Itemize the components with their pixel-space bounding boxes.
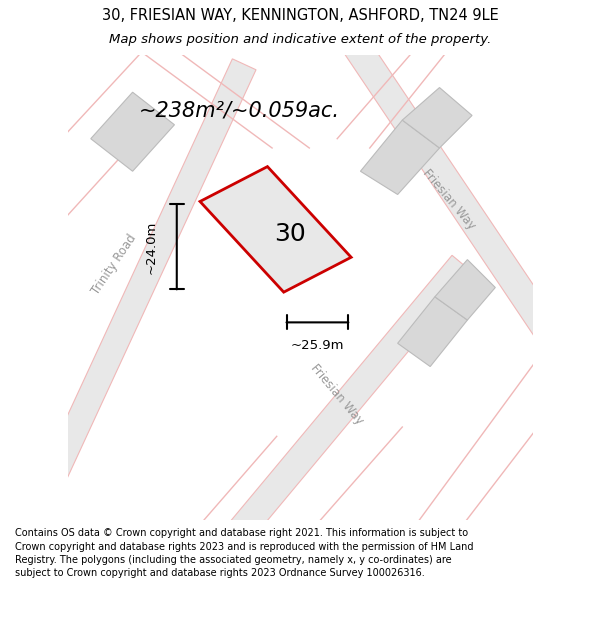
Polygon shape xyxy=(335,24,568,351)
Text: Friesian Way: Friesian Way xyxy=(420,166,478,232)
Text: ~24.0m: ~24.0m xyxy=(145,220,158,274)
Text: ~25.9m: ~25.9m xyxy=(290,339,344,352)
Polygon shape xyxy=(32,59,256,503)
Polygon shape xyxy=(435,259,496,320)
Text: ~238m²/~0.059ac.: ~238m²/~0.059ac. xyxy=(139,101,340,121)
Text: 30: 30 xyxy=(274,222,305,246)
Text: Friesian Way: Friesian Way xyxy=(308,362,366,427)
Text: Contains OS data © Crown copyright and database right 2021. This information is : Contains OS data © Crown copyright and d… xyxy=(15,528,473,578)
Polygon shape xyxy=(361,120,439,194)
Polygon shape xyxy=(403,88,472,148)
Text: Trinity Road: Trinity Road xyxy=(89,232,139,297)
Polygon shape xyxy=(200,167,351,292)
Text: 30, FRIESIAN WAY, KENNINGTON, ASHFORD, TN24 9LE: 30, FRIESIAN WAY, KENNINGTON, ASHFORD, T… xyxy=(101,8,499,23)
Polygon shape xyxy=(220,256,473,552)
Text: Map shows position and indicative extent of the property.: Map shows position and indicative extent… xyxy=(109,33,491,46)
Polygon shape xyxy=(91,92,175,171)
Polygon shape xyxy=(398,297,467,366)
